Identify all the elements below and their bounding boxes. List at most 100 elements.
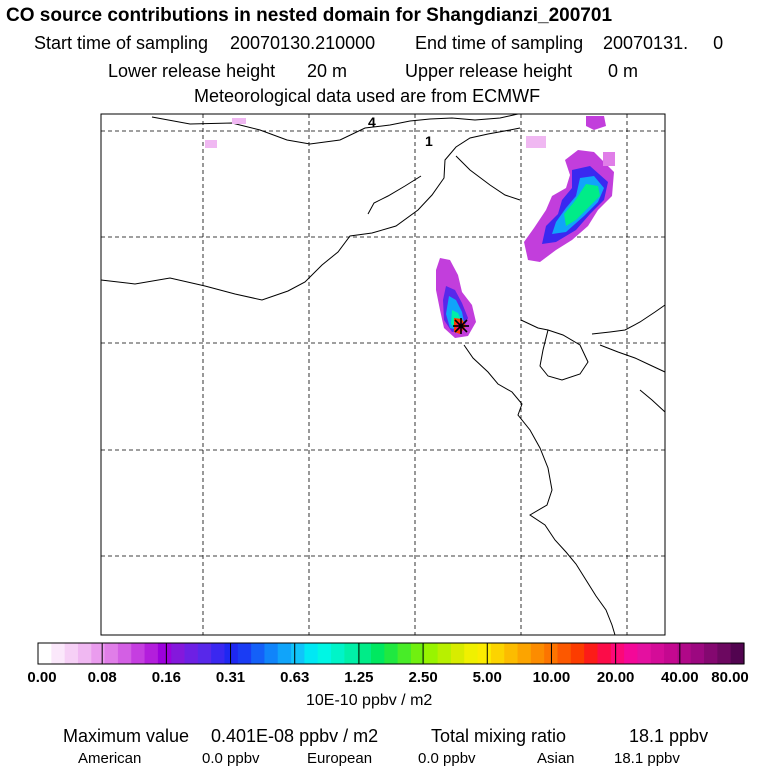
colorbar-cell <box>490 643 505 664</box>
colorbar <box>38 643 745 664</box>
colorbar-cell <box>344 643 359 664</box>
plume-faint <box>526 136 546 148</box>
colorbar-cell <box>677 643 692 664</box>
coastline <box>455 155 521 201</box>
colorbar-tick-label: 10.00 <box>532 669 571 686</box>
colorbar-cell <box>38 643 52 664</box>
plume-faint <box>205 140 217 148</box>
colorbar-unit: 10E-10 ppbv / m2 <box>306 692 433 709</box>
colorbar-cell <box>117 643 132 664</box>
colorbar-cell <box>317 643 332 664</box>
colorbar-cell <box>584 643 599 664</box>
colorbar-cell <box>557 643 572 664</box>
boundary-lines <box>100 113 666 636</box>
total-mixing-label: Total mixing ratio <box>431 726 567 746</box>
colorbar-tick-label: 80.00 <box>711 669 749 686</box>
colorbar-cell <box>597 643 612 664</box>
colorbar-cell <box>144 643 159 664</box>
colorbar-cell <box>277 643 292 664</box>
colorbar-cell <box>104 643 119 664</box>
colorbar-cell <box>690 643 705 664</box>
colorbar-cell <box>570 643 585 664</box>
colorbar-cell <box>264 643 279 664</box>
colorbar-cell <box>371 643 385 664</box>
colorbar-cell <box>171 643 186 664</box>
end-time-value: 20070131. 0 <box>603 33 724 53</box>
colorbar-cell <box>664 643 678 664</box>
colorbar-cell <box>410 643 425 664</box>
colorbar-cell <box>184 643 199 664</box>
coastline <box>639 389 666 413</box>
colorbar-cell <box>464 643 479 664</box>
receptor-marker <box>453 318 469 334</box>
colorbar-tick-label: 2.50 <box>408 669 438 686</box>
colorbar-cell <box>304 643 319 664</box>
plume-core <box>564 184 600 226</box>
colorbar-cell <box>624 643 639 664</box>
colorbar-cell <box>704 643 718 664</box>
start-time-label: Start time of sampling <box>34 33 209 53</box>
american-value: 0.0 ppbv <box>202 750 260 767</box>
european-label: European <box>307 750 373 767</box>
colorbar-cell <box>291 643 306 664</box>
start-time-value: 20070130.210000 <box>230 33 376 53</box>
coastline <box>591 304 666 335</box>
upper-release-label: Upper release height <box>405 61 573 81</box>
lower-release-value: 20 m <box>307 61 348 81</box>
colorbar-cell <box>717 643 732 664</box>
total-mixing-value: 18.1 ppbv <box>629 726 709 746</box>
colorbar-frame <box>37 642 745 665</box>
boundary-line <box>367 175 422 215</box>
colorbar-cell <box>157 643 172 664</box>
region-label: 1 <box>425 133 433 149</box>
colorbar-cell <box>730 643 745 664</box>
colorbar-cell <box>251 643 266 664</box>
met-data-note: Meteorological data used are from ECMWF <box>194 86 541 106</box>
coastline <box>463 344 616 636</box>
colorbar-cell <box>504 643 519 664</box>
map-title: CO source contributions in nested domain… <box>6 5 613 26</box>
colorbar-cell <box>530 643 545 664</box>
max-value-label: Maximum value <box>63 726 190 746</box>
colorbar-cell <box>91 643 106 664</box>
colorbar-tick-label: 20.00 <box>596 669 635 686</box>
colorbar-tick-label: 0.00 <box>27 669 57 686</box>
colorbar-cell <box>64 643 79 664</box>
region-label: 4 <box>368 114 376 130</box>
colorbar-cell <box>637 643 652 664</box>
colorbar-tick-label: 0.16 <box>151 669 181 686</box>
european-value: 0.0 ppbv <box>418 750 476 767</box>
plume-faint <box>232 118 246 124</box>
boundary-line <box>151 113 519 145</box>
colorbar-cell <box>211 643 226 664</box>
colorbar-cell <box>331 643 345 664</box>
colorbar-cell <box>197 643 212 664</box>
colorbar-cell <box>517 643 532 664</box>
colorbar-tick-label: 1.25 <box>344 669 374 686</box>
colorbar-cell <box>424 643 439 664</box>
colorbar-tick-label: 0.31 <box>215 669 246 686</box>
colorbar-cell <box>397 643 412 664</box>
coastline <box>539 329 589 381</box>
colorbar-cell <box>224 643 239 664</box>
lower-release-label: Lower release height <box>108 61 276 81</box>
colorbar-tick-label: 0.63 <box>280 669 310 686</box>
colorbar-tick-label: 0.08 <box>87 669 117 686</box>
end-time-label: End time of sampling <box>415 33 584 53</box>
coastline <box>520 319 549 331</box>
colorbar-cell <box>237 643 252 664</box>
asian-label: Asian <box>537 750 575 767</box>
colorbar-cell <box>437 643 452 664</box>
american-label: American <box>78 750 142 767</box>
colorbar-cell <box>357 643 372 664</box>
plume-faint <box>603 152 615 166</box>
plume-outer <box>586 116 606 130</box>
boundary-line <box>100 127 521 301</box>
colorbar-cell <box>77 643 92 664</box>
colorbar-cell <box>384 643 399 664</box>
upper-release-value: 0 m <box>608 61 639 81</box>
colorbar-cell <box>650 643 665 664</box>
colorbar-cell <box>477 643 492 664</box>
colorbar-cell <box>131 643 146 664</box>
max-value: 0.401E-08 ppbv / m2 <box>211 726 379 746</box>
